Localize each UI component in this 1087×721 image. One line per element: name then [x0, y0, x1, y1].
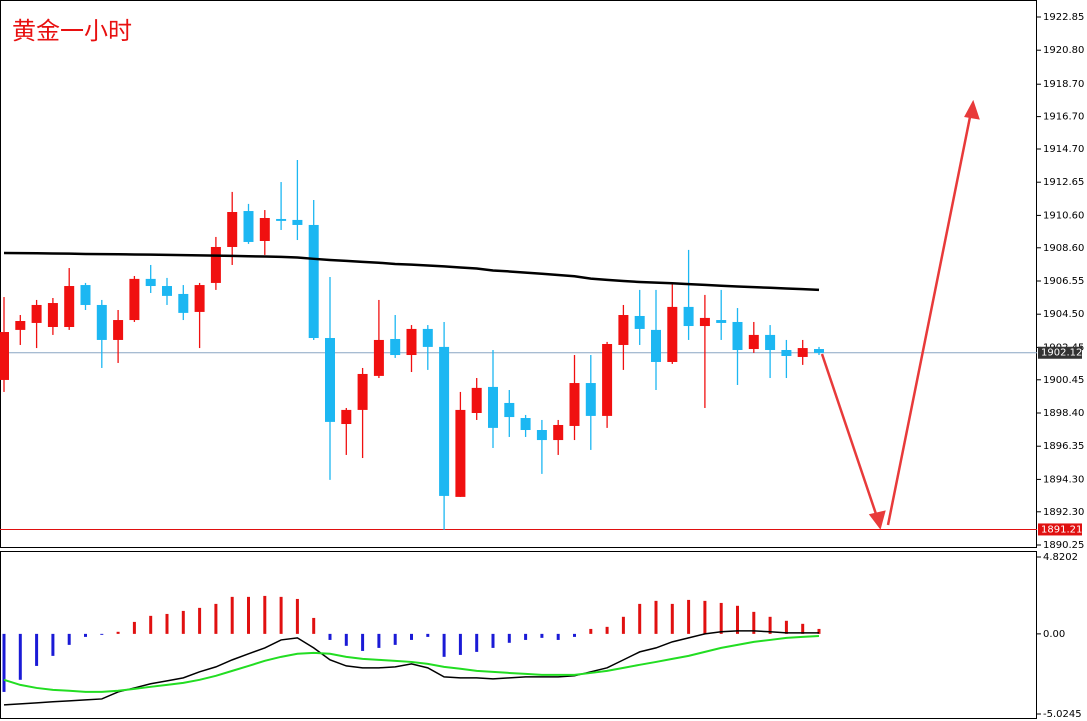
candle-body	[243, 211, 254, 242]
candle-body	[15, 321, 26, 330]
arrow-head	[868, 510, 886, 530]
candle-body	[716, 320, 727, 323]
main-panel	[0, 0, 1037, 548]
y-tick-label: 1908.60	[1043, 243, 1084, 254]
y-tick-label: 4.8202	[1043, 552, 1078, 563]
candle-body	[145, 278, 156, 287]
level-label-box	[1038, 523, 1082, 536]
arrow-head	[964, 99, 980, 120]
candle-body	[634, 315, 645, 329]
price-label: 1902.12	[1041, 348, 1082, 359]
candle-body	[504, 402, 515, 418]
candle-body	[259, 217, 270, 241]
candle-body	[47, 303, 58, 327]
candle-body	[455, 409, 466, 497]
candle-body	[748, 334, 759, 350]
y-tick-label: 1918.70	[1043, 79, 1084, 90]
forecast-arrows	[820, 99, 980, 530]
candle-body	[113, 320, 124, 340]
y-tick-label: 1922.85	[1043, 12, 1084, 23]
y-tick-label: 1904.50	[1043, 309, 1084, 320]
candle-body	[553, 424, 564, 441]
candle-body	[64, 286, 75, 327]
y-tick-label: 1890.25	[1043, 540, 1084, 551]
arrow-up	[886, 111, 973, 526]
candle-body	[488, 386, 498, 428]
y-tick-label: 1910.60	[1043, 210, 1084, 221]
candle-body	[699, 317, 710, 327]
price-label-box	[1038, 346, 1082, 359]
candle-body	[308, 224, 319, 339]
candle-body	[373, 339, 384, 376]
candle-body	[0, 332, 9, 380]
candle-body	[292, 219, 303, 225]
main-layer: 1922.85 1920.80 1918.70 1916.70 1914.70 1912.…	[0, 12, 1084, 551]
candle-body	[162, 286, 172, 296]
chart-title: 黄金一小时	[12, 17, 132, 45]
candle-body	[31, 304, 42, 323]
candle-body	[471, 387, 482, 413]
arrow-down	[820, 353, 880, 521]
candle-body	[96, 304, 107, 340]
y-tick-label: 1894.30	[1043, 474, 1084, 485]
y-tick-label: 1892.30	[1043, 507, 1084, 518]
candle-body	[536, 430, 547, 441]
candle-body	[618, 315, 629, 345]
candle-body	[683, 306, 694, 327]
candle-body	[585, 383, 596, 416]
candle-body	[781, 349, 792, 356]
candle-body	[210, 246, 221, 283]
candle-body	[422, 328, 433, 347]
y-tick-label: 1916.70	[1043, 112, 1084, 123]
candle-body	[390, 338, 401, 356]
candle-body	[178, 293, 189, 313]
candle-body	[129, 278, 140, 321]
candle-body	[406, 328, 417, 356]
candle-body	[439, 346, 450, 496]
candle-body	[765, 334, 776, 350]
y-tick-label: 1898.40	[1043, 408, 1084, 419]
y-tick-label: 0.00	[1043, 629, 1065, 640]
y-tick-label: 1906.55	[1043, 276, 1084, 287]
y-tick-label: 1914.70	[1043, 144, 1084, 155]
candle-body	[341, 409, 352, 425]
candle-body	[357, 373, 368, 410]
level-label: 1891.21	[1041, 524, 1082, 535]
indicator-layer: 4.8202 0.00 -5.0245	[2, 552, 1082, 720]
candle-body	[602, 344, 613, 416]
candle-body	[797, 348, 808, 357]
y-tick-label: -5.0245	[1043, 709, 1082, 720]
candle-body	[227, 212, 238, 247]
candle-body	[651, 329, 661, 362]
y-tick-label: 1920.80	[1043, 45, 1084, 56]
candle-body	[814, 349, 824, 353]
candle-body	[520, 418, 531, 431]
y-tick-label: 1900.45	[1043, 375, 1084, 386]
y-tick-label: 1912.65	[1043, 177, 1084, 188]
macd-line	[3, 630, 819, 706]
candle-body	[194, 285, 205, 312]
candle-body	[667, 306, 678, 362]
y-tick-label: 1896.35	[1043, 441, 1084, 452]
candle-body	[569, 383, 580, 426]
candle-body	[325, 338, 335, 422]
candle-body	[80, 285, 91, 305]
candle-body	[276, 218, 287, 221]
indicator-panel	[0, 551, 1037, 719]
signal-line	[3, 634, 820, 693]
candle-body	[732, 321, 743, 350]
moving-average	[3, 251, 820, 292]
